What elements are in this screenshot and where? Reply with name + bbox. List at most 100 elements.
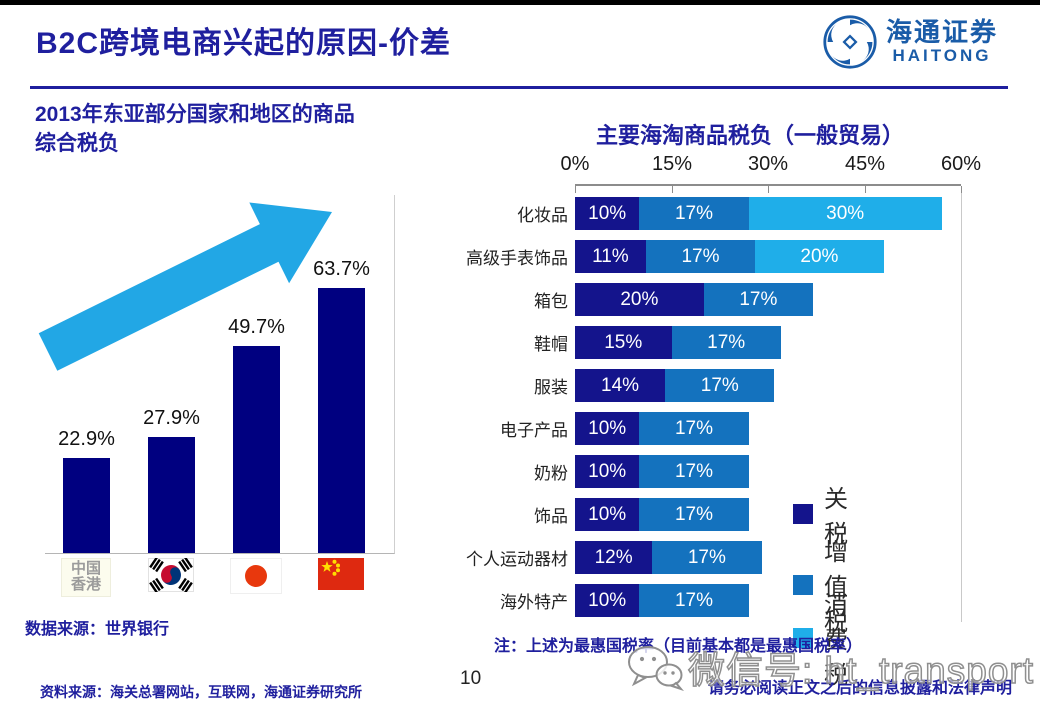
- bar-segment: 17%: [639, 412, 749, 445]
- axis-tick-label: 45%: [844, 153, 886, 175]
- left-chart-title: 2013年东亚部分国家和地区的商品综合税负: [35, 103, 355, 156]
- legend-item: 消费税: [793, 585, 848, 690]
- segment-value-label: 17%: [674, 202, 713, 224]
- segment-value-label: 20%: [620, 288, 659, 310]
- bar-segment: 17%: [703, 283, 814, 316]
- category-label: 服装: [534, 378, 568, 397]
- legend-swatch: [793, 504, 813, 524]
- axis-tick: [575, 186, 576, 193]
- bar-segment: 20%: [575, 283, 704, 316]
- page-number: 10: [460, 668, 482, 689]
- bar-segment: 10%: [575, 412, 640, 445]
- bar-value-label: 27.9%: [143, 407, 200, 429]
- axis-tick: [961, 186, 962, 193]
- bar-segment: 17%: [652, 541, 762, 574]
- category-label: 电子产品: [500, 421, 568, 440]
- axis-tick: [865, 186, 866, 193]
- page-title: B2C跨境电商兴起的原因-价差: [36, 27, 452, 60]
- bar-segment: 17%: [639, 498, 749, 531]
- bar-segment: 10%: [575, 455, 640, 488]
- bar-segment: 15%: [575, 326, 672, 359]
- bar-segment: 11%: [575, 240, 646, 273]
- segment-value-label: 17%: [674, 503, 713, 525]
- axis-tick-label: 0%: [560, 153, 590, 175]
- bar-segment: 10%: [575, 498, 640, 531]
- bar-value-label: 22.9%: [58, 428, 115, 450]
- wechat-icon: [628, 646, 684, 691]
- china-flag-icon: [318, 558, 364, 590]
- bar-segment: 10%: [575, 197, 640, 230]
- axis-tick-label: 15%: [651, 153, 693, 175]
- logo-cn-text: 海通证券: [885, 17, 998, 48]
- segment-value-label: 11%: [592, 245, 629, 267]
- watermark-text: 微信号: ht_transport: [687, 649, 1035, 692]
- bar-segment: 17%: [639, 584, 749, 617]
- left-chart-source: 数据来源：世界银行: [25, 621, 170, 638]
- category-label: 海外特产: [500, 593, 568, 612]
- legend-swatch: [793, 627, 813, 648]
- axis-tick-label: 60%: [940, 153, 982, 175]
- segment-value-label: 10%: [588, 589, 627, 611]
- category-label: 饰品: [534, 507, 568, 526]
- footer-source: 资料来源：海关总署网站，互联网，海通证券研究所: [40, 684, 362, 700]
- bar-segment: 30%: [748, 197, 942, 230]
- logo-text: 海通证券 HAITONG: [886, 19, 998, 64]
- category-label: 个人运动器材: [466, 550, 568, 569]
- segment-value-label: 30%: [826, 202, 865, 224]
- trend-arrow-icon: [38, 202, 332, 371]
- bar-value-label: 63.7%: [313, 258, 370, 280]
- bar: [148, 437, 195, 553]
- bar: [233, 346, 280, 553]
- bar-segment: 20%: [755, 240, 884, 273]
- bar: [318, 288, 365, 553]
- segment-value-label: 17%: [674, 460, 713, 482]
- logo-en-text: HAITONG: [892, 45, 992, 65]
- title-divider: [30, 86, 1008, 89]
- segment-value-label: 17%: [687, 546, 726, 568]
- segment-value-label: 17%: [674, 417, 713, 439]
- segment-value-label: 17%: [674, 589, 713, 611]
- bar-segment: 17%: [639, 455, 749, 488]
- bar-segment: 17%: [645, 240, 756, 273]
- hongkong-flag-label: 中国香港: [61, 558, 111, 597]
- bar-segment: 14%: [575, 369, 666, 402]
- bar: [63, 458, 110, 553]
- wechat-watermark: 微信号: ht_transport: [626, 640, 1034, 694]
- category-label: 箱包: [534, 292, 568, 311]
- left-bar-chart: 22.9% 27.9% 49.7% 63.7% 中国香港: [38, 195, 395, 597]
- segment-value-label: 20%: [800, 245, 839, 267]
- segment-value-label: 17%: [700, 374, 739, 396]
- legend-item: 关税: [793, 479, 848, 549]
- category-label: 化妆品: [517, 206, 568, 225]
- bar-segment: 17%: [639, 197, 749, 230]
- legend-label: 消费税: [824, 592, 848, 689]
- segment-value-label: 10%: [588, 417, 627, 439]
- axis-tick: [768, 186, 769, 193]
- segment-value-label: 10%: [588, 503, 627, 525]
- category-label: 奶粉: [534, 464, 568, 483]
- segment-value-label: 10%: [588, 460, 627, 482]
- haitong-logo: 海通证券 HAITONG: [822, 14, 998, 70]
- legend-item: 增值税: [793, 532, 848, 637]
- segment-value-label: 12%: [594, 546, 633, 568]
- segment-value-label: 17%: [681, 245, 720, 267]
- right-chart-title: 主要海淘商品税负（一般贸易）: [595, 123, 904, 148]
- bar-segment: 17%: [665, 369, 775, 402]
- segment-value-label: 10%: [588, 202, 627, 224]
- hongkong-label-text: 中国香港: [70, 560, 101, 593]
- korea-flag-icon: [148, 558, 194, 592]
- right-chart-note: 注：上述为最惠国税率（目前基本都是最惠国税率）: [494, 638, 863, 655]
- category-label: 鞋帽: [534, 335, 568, 354]
- footer-disclaimer: 请务必阅读正文之后的信息披露和法律声明: [707, 680, 1012, 697]
- legend-label: 关税: [824, 486, 848, 548]
- segment-value-label: 17%: [707, 331, 746, 353]
- bar-segment: 12%: [575, 541, 653, 574]
- japan-flag-icon: [230, 558, 282, 594]
- segment-value-label: 17%: [739, 288, 778, 310]
- right-chart-categories: 化妆品高级手表饰品箱包鞋帽服装电子产品奶粉饰品个人运动器材海外特产: [418, 184, 568, 620]
- category-label: 高级手表饰品: [466, 249, 568, 268]
- bar-segment: 17%: [671, 326, 781, 359]
- segment-value-label: 15%: [604, 331, 643, 353]
- right-plot-border: [961, 186, 962, 622]
